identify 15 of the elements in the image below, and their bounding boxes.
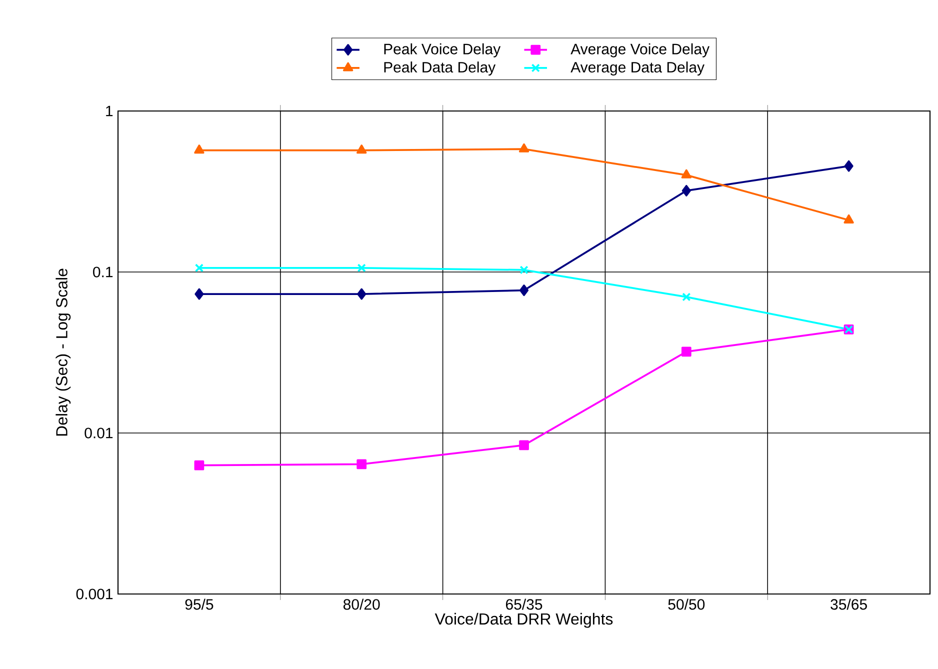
x-tick-label: 80/20 xyxy=(343,598,380,610)
x-tick-label: 65/35 xyxy=(506,598,542,610)
y-tick-label: 0.1 xyxy=(93,266,113,278)
y-axis-title: Delay (Sec) - Log Scale xyxy=(56,268,71,436)
y-tick-label: 0.01 xyxy=(84,428,113,438)
legend-label: Average Voice Delay xyxy=(570,43,710,58)
legend-label: Peak Data Delay xyxy=(384,62,496,76)
legend-label: Average Data Delay xyxy=(570,62,704,76)
x-tick-label: 35/65 xyxy=(830,598,867,610)
legend-label: Peak Voice Delay xyxy=(384,43,501,58)
x-axis-title: Voice/Data DRR Weights xyxy=(434,612,613,628)
x-tick-label: 50/50 xyxy=(668,598,705,610)
x-tick-label: 95/5 xyxy=(185,598,214,610)
y-tick-label: 1 xyxy=(106,106,113,116)
y-tick-label: 0.001 xyxy=(76,588,113,600)
